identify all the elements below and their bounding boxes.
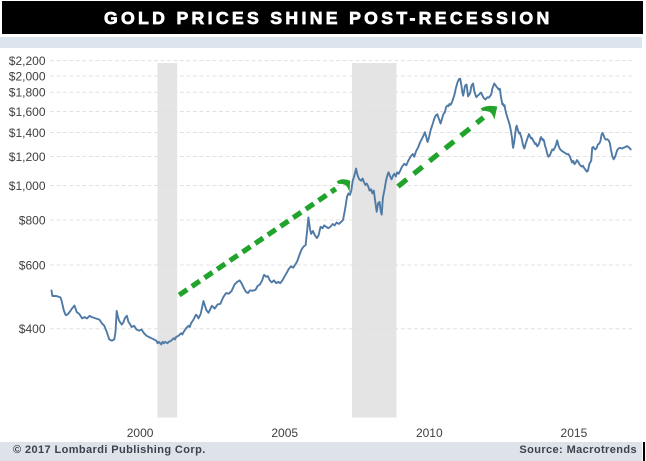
svg-text:2005: 2005 — [271, 426, 298, 440]
svg-text:$1,200: $1,200 — [9, 150, 46, 164]
svg-text:$1,400: $1,400 — [9, 126, 46, 140]
svg-text:$1,600: $1,600 — [9, 105, 46, 119]
svg-text:$2,200: $2,200 — [9, 54, 46, 68]
svg-text:2015: 2015 — [561, 426, 588, 440]
svg-text:$2,000: $2,000 — [9, 69, 46, 83]
svg-text:$800: $800 — [19, 213, 46, 227]
svg-text:$1,000: $1,000 — [9, 179, 46, 193]
svg-text:2000: 2000 — [127, 426, 154, 440]
svg-text:2010: 2010 — [416, 426, 443, 440]
svg-text:$400: $400 — [19, 322, 46, 336]
svg-text:$1,800: $1,800 — [9, 86, 46, 100]
svg-text:$600: $600 — [19, 258, 46, 272]
